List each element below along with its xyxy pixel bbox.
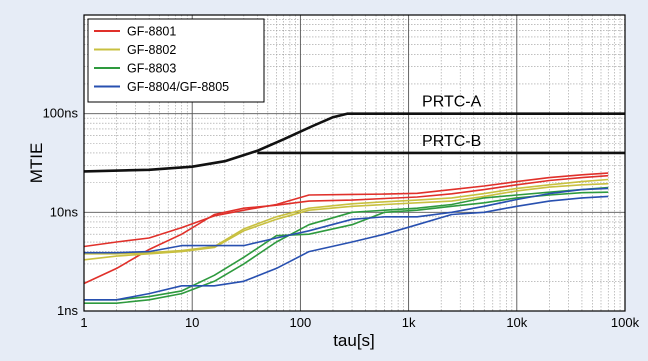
legend: GF-8801 GF-8802 GF-8803 GF-8804/GF-8805 — [87, 18, 265, 103]
x-tick-label: 1k — [402, 315, 416, 330]
reference-label-prtc-b: PRTC-B — [422, 133, 481, 150]
plot-border — [83, 14, 626, 312]
y-tick-label: 1ns — [57, 303, 78, 318]
x-tick-label: 10k — [506, 315, 527, 330]
y-axis-title: MTIE — [27, 143, 46, 184]
series-line — [83, 174, 609, 285]
reference-lines — [83, 112, 625, 173]
series-line — [84, 178, 609, 255]
series-line — [84, 187, 609, 254]
series-lines — [83, 172, 609, 304]
x-tick-label: 100k — [611, 315, 640, 330]
reference-labels: PRTC-A PRTC-B — [422, 94, 482, 150]
series-line — [83, 182, 609, 261]
x-tick-labels: 1 10 100 1k 10k 100k — [80, 315, 639, 330]
reference-line-prtc-a — [83, 112, 625, 173]
legend-label: GF-8802 — [127, 43, 176, 57]
legend-box — [87, 18, 265, 103]
series-line — [83, 172, 609, 248]
series-line — [84, 186, 609, 304]
x-axis-title: tau[s] — [333, 331, 375, 350]
x-tick-label: 10 — [185, 315, 199, 330]
y-tick-label: 100ns — [43, 106, 79, 121]
series-line — [84, 195, 609, 301]
x-tick-label: 1 — [80, 315, 87, 330]
legend-label: GF-8801 — [127, 25, 176, 39]
legend-label: GF-8803 — [127, 62, 176, 76]
y-tick-labels: 1ns 10ns 100ns — [43, 106, 79, 318]
reference-label-prtc-a: PRTC-A — [422, 94, 482, 111]
y-tick-label: 10ns — [50, 204, 79, 219]
legend-label: GF-8804/GF-8805 — [127, 80, 229, 94]
legend-items: GF-8801 GF-8802 GF-8803 GF-8804/GF-8805 — [94, 25, 229, 94]
x-tick-label: 100 — [290, 315, 312, 330]
